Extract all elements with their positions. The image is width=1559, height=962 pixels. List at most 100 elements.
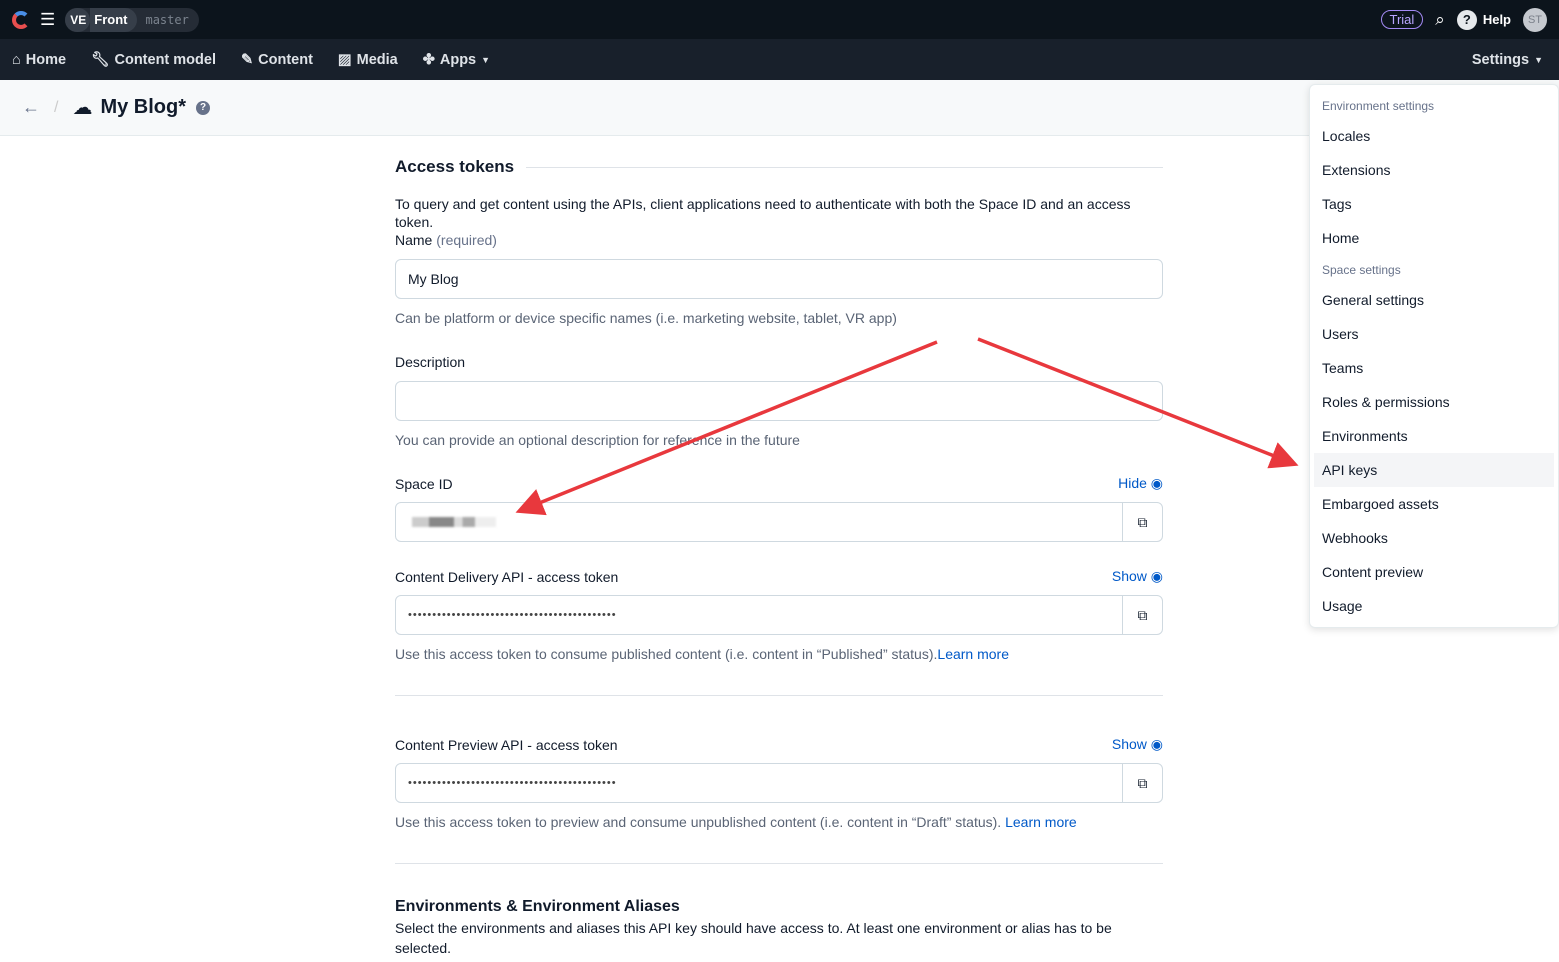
- name-label-text: Name: [395, 232, 433, 248]
- section-title: Access tokens: [395, 157, 1163, 177]
- nav-label: Content model: [114, 51, 216, 68]
- intro-text: To query and get content using the APIs,…: [395, 196, 1131, 230]
- copy-icon: ⧉: [1137, 774, 1148, 791]
- image-icon: ▨: [337, 51, 352, 68]
- cpa-header: Content Preview API - access token Show …: [395, 736, 1163, 753]
- back-arrow-icon[interactable]: ←: [22, 97, 40, 117]
- description-input[interactable]: [395, 381, 1163, 421]
- eye-icon: ◉: [1150, 475, 1163, 491]
- menu-item-usage[interactable]: Usage: [1322, 598, 1363, 614]
- learn-more-link[interactable]: Learn more: [937, 646, 1009, 662]
- cpa-help: Use this access token to preview and con…: [395, 813, 1163, 831]
- pen-icon: ✎: [240, 51, 254, 68]
- nav-label: Home: [25, 51, 67, 68]
- copy-icon: ⧉: [1137, 606, 1148, 623]
- copy-button[interactable]: ⧉: [1122, 764, 1162, 802]
- menu-item-roles[interactable]: Roles & permissions: [1322, 394, 1450, 410]
- menu-item-home[interactable]: Home: [1322, 230, 1360, 246]
- menu-item-api-keys[interactable]: API keys: [1314, 453, 1554, 487]
- space-switcher[interactable]: VE Front master: [65, 7, 199, 32]
- page-title: My Blog*: [100, 96, 187, 118]
- nav-settings[interactable]: Settings ▼: [1472, 52, 1543, 68]
- space-id-input[interactable]: ⧉: [395, 502, 1163, 542]
- space-id-label: Space ID: [395, 476, 453, 492]
- environment-name: master: [145, 12, 189, 27]
- learn-more-link[interactable]: Learn more: [1005, 814, 1077, 830]
- menu-icon[interactable]: ☰: [40, 9, 56, 29]
- trial-badge[interactable]: Trial: [1380, 10, 1424, 29]
- divider: [395, 863, 1163, 864]
- menu-item-webhooks[interactable]: Webhooks: [1322, 530, 1388, 546]
- name-value: My Blog: [408, 271, 459, 287]
- eye-icon: ◉: [1150, 568, 1163, 584]
- org-initials: VE: [65, 7, 91, 32]
- search-icon[interactable]: ⌕: [1435, 9, 1445, 29]
- menu-item-general-settings[interactable]: General settings: [1322, 292, 1424, 308]
- home-icon: ⌂: [12, 51, 21, 68]
- nav-label: Content: [258, 51, 313, 68]
- copy-button[interactable]: ⧉: [1122, 503, 1162, 541]
- cloud-sync-icon: ☁: [72, 97, 93, 119]
- help-label: Help: [1482, 11, 1511, 27]
- avatar[interactable]: ST: [1523, 7, 1547, 32]
- menu-section-header: Space settings: [1322, 263, 1401, 277]
- nav-home[interactable]: ⌂ Home: [12, 52, 66, 68]
- hide-toggle[interactable]: Hide ◉: [1118, 475, 1163, 492]
- nav-media[interactable]: ▨ Media: [338, 52, 398, 68]
- main-nav: ⌂ Home 🔧︎ Content model ✎ Content ▨ Media ✤ A…: [0, 39, 1559, 80]
- toggle-label: Show: [1111, 736, 1147, 752]
- cpa-label: Content Preview API - access token: [395, 737, 618, 753]
- page-header: ← / ☁ My Blog* ?: [0, 80, 1559, 136]
- required-text: (required): [436, 232, 497, 248]
- menu-item-embargoed-assets[interactable]: Embargoed assets: [1322, 496, 1439, 512]
- divider: /: [54, 98, 59, 116]
- menu-item-content-preview[interactable]: Content preview: [1322, 564, 1424, 580]
- name-input[interactable]: My Blog: [395, 259, 1163, 299]
- menu-item-environments[interactable]: Environments: [1322, 428, 1408, 444]
- caret-down-icon: ▼: [481, 54, 491, 65]
- name-label: Name (required): [395, 231, 1163, 249]
- environments-title: Environments & Environment Aliases: [395, 898, 680, 915]
- menu-item-users[interactable]: Users: [1322, 326, 1359, 342]
- help-icon: ?: [1456, 9, 1477, 30]
- cpa-help-text: Use this access token to preview and con…: [395, 814, 1006, 830]
- menu-item-teams[interactable]: Teams: [1322, 360, 1364, 376]
- help-button[interactable]: ? Help: [1456, 9, 1511, 30]
- cda-token-input[interactable]: ••••••••••••••••••••••••••••••••••••••••…: [395, 595, 1163, 635]
- nav-content[interactable]: ✎ Content: [241, 52, 313, 68]
- copy-button[interactable]: ⧉: [1122, 596, 1162, 634]
- divider: [395, 695, 1163, 696]
- cpa-token-value: ••••••••••••••••••••••••••••••••••••••••…: [408, 777, 617, 789]
- nav-label: Apps: [439, 51, 477, 68]
- api-key-form: Access tokens To query and get content u…: [395, 157, 1163, 958]
- menu-item-tags[interactable]: Tags: [1322, 196, 1352, 212]
- nav-label: Media: [356, 51, 398, 68]
- settings-dropdown: Environment settings Locales Extensions …: [1309, 84, 1559, 628]
- caret-down-icon: ▼: [1534, 54, 1543, 65]
- menu-section-header: Environment settings: [1322, 99, 1435, 113]
- description-help: You can provide an optional description …: [395, 432, 800, 448]
- show-toggle[interactable]: Show ◉: [1112, 736, 1163, 753]
- wrench-icon: 🔧︎: [91, 52, 110, 68]
- toggle-label: Hide: [1118, 475, 1147, 491]
- cda-label: Content Delivery API - access token: [395, 569, 619, 585]
- question-icon[interactable]: ?: [196, 100, 211, 115]
- top-bar: ☰ VE Front master Trial ⌕ ? Help ST: [0, 0, 1559, 39]
- cpa-token-input[interactable]: ••••••••••••••••••••••••••••••••••••••••…: [395, 763, 1163, 803]
- contentful-logo[interactable]: [12, 10, 30, 29]
- show-toggle[interactable]: Show ◉: [1112, 568, 1163, 585]
- environments-text: Select the environments and aliases this…: [395, 920, 1112, 956]
- space-name: Front: [90, 7, 138, 32]
- name-help: Can be platform or device specific names…: [395, 310, 897, 326]
- eye-icon: ◉: [1150, 736, 1163, 752]
- cda-help-text: Use this access token to consume publish…: [395, 646, 938, 662]
- cda-header: Content Delivery API - access token Show…: [395, 568, 1163, 585]
- toggle-label: Show: [1111, 568, 1147, 584]
- menu-item-locales[interactable]: Locales: [1322, 128, 1371, 144]
- menu-item-extensions[interactable]: Extensions: [1322, 162, 1391, 178]
- nav-content-model[interactable]: 🔧︎ Content model: [91, 51, 216, 69]
- copy-icon: ⧉: [1137, 513, 1148, 530]
- cda-token-value: ••••••••••••••••••••••••••••••••••••••••…: [408, 609, 617, 621]
- puzzle-icon: ✤: [422, 51, 435, 68]
- nav-apps[interactable]: ✤ Apps ▼: [423, 52, 490, 68]
